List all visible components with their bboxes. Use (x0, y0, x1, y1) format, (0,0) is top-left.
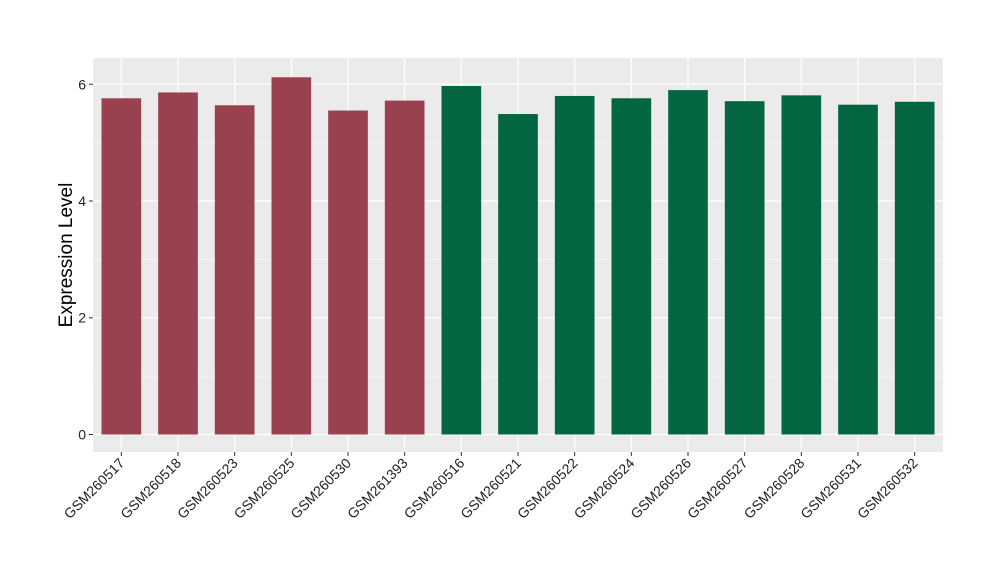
bar-GSM260532 (894, 101, 935, 435)
bar-GSM260517 (101, 98, 142, 435)
bar-GSM260531 (838, 104, 878, 435)
bar-GSM260530 (328, 110, 368, 435)
bar-GSM260522 (554, 95, 595, 435)
bar-GSM260524 (611, 98, 652, 435)
bar-GSM260526 (668, 90, 708, 435)
bar-GSM260518 (158, 92, 198, 435)
bar-GSM260528 (781, 95, 822, 435)
y-axis-title: Expression Level (56, 183, 77, 328)
bar-GSM260525 (271, 77, 312, 435)
bar-GSM261393 (384, 100, 425, 435)
bar-GSM260527 (724, 101, 765, 435)
bar-GSM260516 (441, 86, 482, 435)
bar-GSM260523 (214, 105, 255, 435)
y-tick-label: 4 (78, 193, 86, 209)
y-tick-label: 6 (78, 76, 86, 92)
y-tick-label: 2 (78, 310, 86, 326)
x-tick-label: GSM260532 (854, 455, 921, 522)
y-axis: 0 2 4 6 (78, 76, 93, 442)
y-tick-label: 0 (78, 426, 86, 442)
x-axis: GSM260517GSM260518GSM260523GSM260525GSM2… (61, 452, 921, 522)
bar-GSM260521 (498, 114, 538, 435)
bars (101, 77, 935, 435)
